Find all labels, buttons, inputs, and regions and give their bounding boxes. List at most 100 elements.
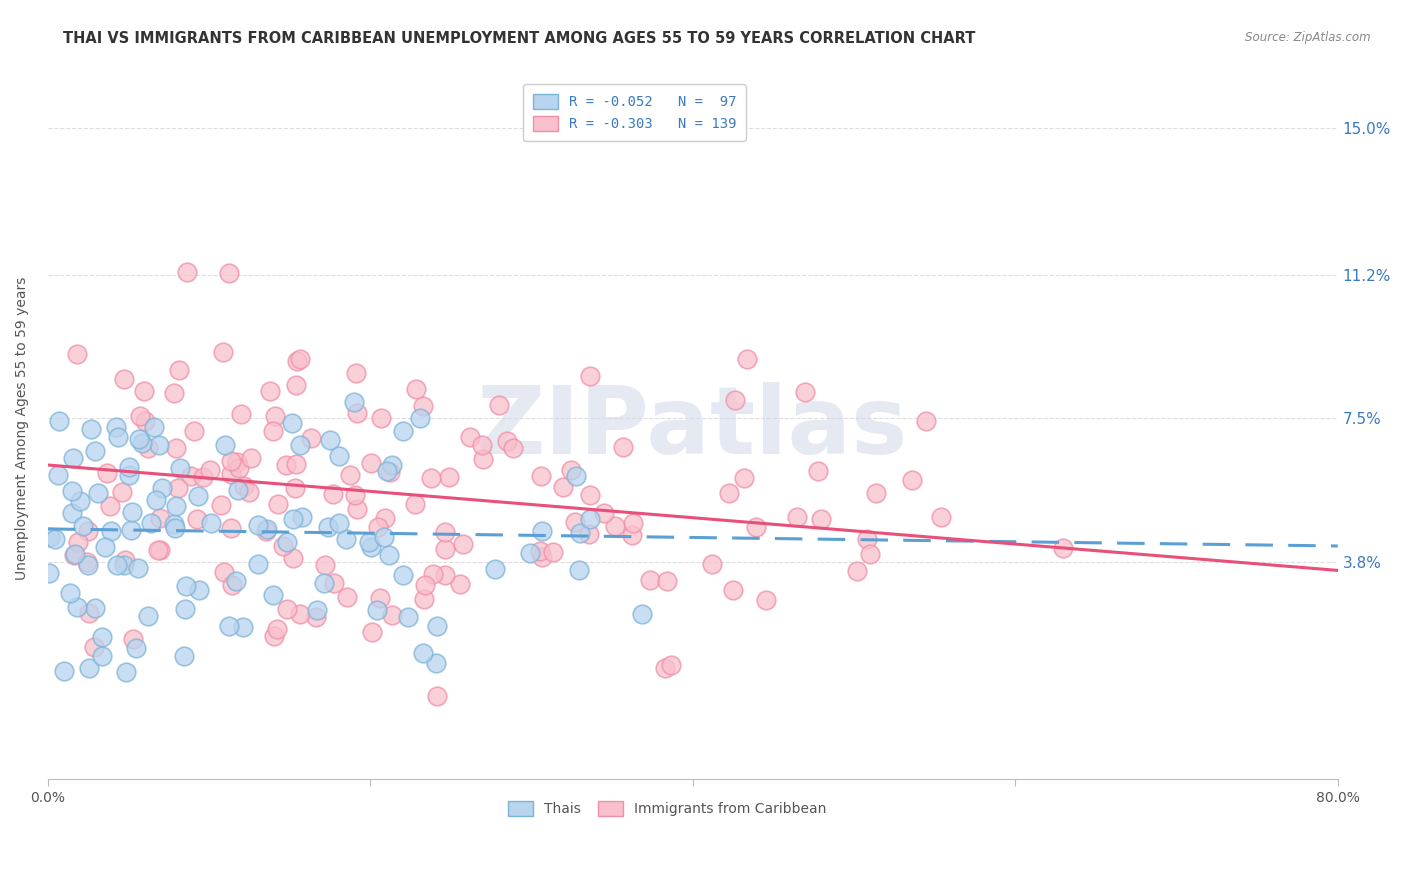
Point [339,468,361,483]
Point [360,540,382,554]
Point [53,664,76,678]
Point [176,264,198,278]
Point [186,511,208,525]
Point [229,407,252,421]
Point [530,549,553,564]
Point [183,424,205,438]
Point [288,438,311,452]
Point [167,363,190,377]
Point [128,409,150,423]
Point [149,542,172,557]
Point [449,577,471,591]
Point [1052,541,1074,555]
Point [105,420,128,434]
Point [312,575,335,590]
Point [122,632,145,647]
Point [412,646,434,660]
Point [44,533,66,547]
Point [375,464,398,478]
Point [152,481,174,495]
Point [38,566,60,580]
Text: THAI VS IMMIGRANTS FROM CARIBBEAN UNEMPLOYMENT AMONG AGES 55 TO 59 YEARS CORRELA: THAI VS IMMIGRANTS FROM CARIBBEAN UNEMPL… [63,31,976,46]
Point [328,450,350,464]
Point [361,624,384,639]
Point [439,470,461,484]
Point [218,266,240,280]
Point [226,483,249,497]
Point [370,591,392,605]
Point [529,543,551,558]
Point [169,461,191,475]
Point [336,590,359,604]
Point [471,438,494,452]
Point [105,558,128,573]
Point [425,657,447,671]
Point [579,488,602,502]
Point [859,547,882,561]
Point [212,565,235,579]
Point [381,458,404,472]
Point [121,506,143,520]
Point [65,547,87,561]
Point [316,520,339,534]
Point [274,458,297,472]
Point [488,398,510,412]
Point [346,502,368,516]
Point [451,537,474,551]
Point [226,455,249,469]
Point [46,467,69,482]
Point [128,432,150,446]
Point [564,516,586,530]
Point [281,551,304,566]
Point [232,619,254,633]
Point [380,465,402,479]
Point [228,460,250,475]
Point [142,419,165,434]
Point [291,509,314,524]
Point [94,541,117,555]
Point [551,480,574,494]
Point [621,528,644,542]
Point [83,640,105,654]
Point [810,512,832,526]
Point [381,608,404,623]
Legend: Thais, Immigrants from Caribbean: Thais, Immigrants from Caribbean [499,793,834,824]
Point [149,511,172,525]
Point [107,430,129,444]
Point [148,543,170,558]
Point [254,524,277,538]
Point [66,600,89,615]
Point [721,583,744,598]
Point [219,467,242,481]
Point [200,516,222,530]
Point [191,470,214,484]
Point [276,601,298,615]
Point [621,516,644,531]
Point [173,649,195,664]
Point [412,399,434,413]
Point [733,471,755,485]
Point [420,471,443,485]
Point [288,352,311,367]
Point [262,424,284,438]
Point [654,660,676,674]
Point [807,465,830,479]
Point [366,603,388,617]
Point [434,567,457,582]
Point [118,460,141,475]
Point [413,578,436,592]
Point [422,567,444,582]
Point [929,509,952,524]
Point [659,657,682,672]
Point [472,451,495,466]
Point [755,592,778,607]
Point [69,494,91,508]
Point [62,484,84,499]
Point [120,523,142,537]
Point [91,630,114,644]
Point [112,372,135,386]
Point [396,610,419,624]
Point [209,498,232,512]
Point [38,530,60,544]
Point [413,592,436,607]
